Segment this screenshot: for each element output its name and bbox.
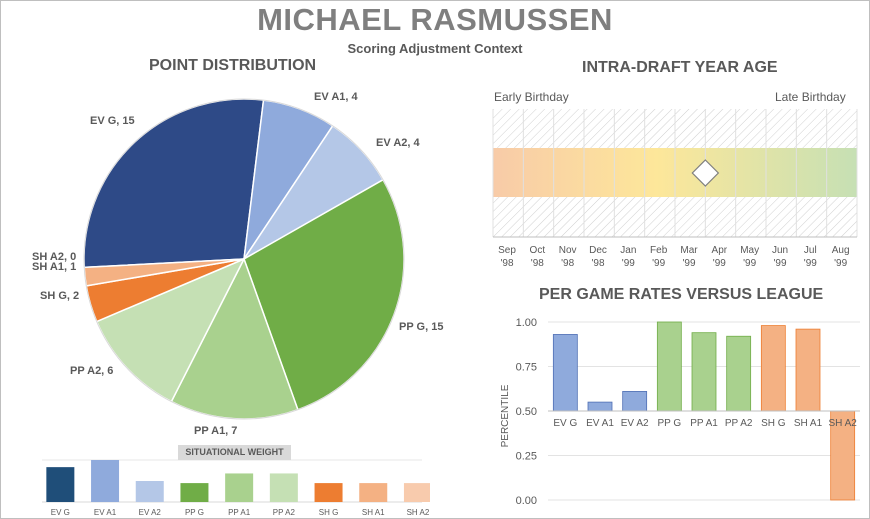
age-scale-year-label: '98 — [531, 258, 544, 269]
situational-weight-label: SITUATIONAL WEIGHT — [178, 445, 291, 460]
per-game-tick-sh-a2: SH A2 — [828, 418, 857, 429]
pie-outline — [83, 98, 405, 420]
age-scale-month-label: Jul — [804, 245, 817, 256]
situational-weight-bar-ev-g — [46, 467, 75, 502]
per-game-tick-sh-a1: SH A1 — [794, 418, 823, 429]
per-game-ytick: 1.00 — [516, 317, 537, 329]
situational-weight-bar-ev-a1 — [91, 460, 120, 502]
per-game-rates-chart: 0.00 0.25 0.50 0.75 1.00 PERCENTILE EV G EV A1 E… — [500, 317, 860, 507]
age-scale-year-label: '98 — [500, 258, 513, 269]
age-scale-year-label: '99 — [652, 258, 665, 269]
age-scale-month-label: May — [740, 245, 759, 256]
per-game-bar-sh-g — [760, 325, 786, 412]
pie-label-sh-a1: SH A1, 1 — [32, 261, 76, 273]
age-scale-year-label: '99 — [834, 258, 847, 269]
point-distribution-pie: EV G, 15 EV A1, 4 EV A2, 4 PP G, 15 PP A1, 7… — [32, 91, 443, 437]
pie-label-pp-g: PP G, 15 — [399, 321, 443, 333]
situational-weight-tick-ev-g: EV G — [51, 508, 70, 517]
situational-weight-tick-sh-a1: SH A1 — [362, 508, 385, 517]
per-game-bar-ev-a1 — [587, 401, 613, 412]
age-scale-month-label: Sep — [498, 245, 516, 256]
per-game-ytick: 0.00 — [516, 495, 537, 507]
per-game-tick-pp-a2: PP A2 — [725, 418, 753, 429]
per-game-bar-sh-a1 — [795, 328, 821, 412]
situational-weight-bar-sh-g — [314, 483, 343, 502]
per-game-title: PER GAME RATES VERSUS LEAGUE — [539, 286, 824, 303]
pie-label-sh-g: SH G, 2 — [40, 290, 79, 302]
birthday-marker-diamond — [691, 159, 720, 187]
pie-label-sh-a2: SH A2, 0 — [32, 251, 76, 263]
intra-draft-title: INTRA-DRAFT YEAR AGE — [582, 59, 778, 76]
pie-label-ev-a2: EV A2, 4 — [376, 137, 420, 149]
age-scale-year-label: '99 — [622, 258, 635, 269]
per-game-bar-pp-a1 — [691, 332, 717, 412]
per-game-tick-ev-a1: EV A1 — [586, 418, 614, 429]
per-game-tick-ev-g: EV G — [553, 418, 577, 429]
per-game-bar-pp-a2 — [726, 335, 752, 412]
age-scale-month-label: Jun — [772, 245, 788, 256]
age-scale-month-label: Mar — [680, 245, 698, 256]
situational-weight-tick-sh-a2: SH A2 — [407, 508, 430, 517]
age-scale-month-label: Apr — [712, 245, 728, 256]
age-scale-year-label: '99 — [682, 258, 695, 269]
per-game-tick-sh-g: SH G — [761, 418, 786, 429]
age-scale-month-label: Aug — [832, 245, 850, 256]
per-game-bar-pp-g — [656, 321, 682, 412]
page-subtitle: Scoring Adjustment Context — [347, 41, 523, 56]
point-distribution-title: POINT DISTRIBUTION — [149, 57, 317, 74]
situational-weight-bar-pp-a1 — [225, 473, 254, 502]
age-scale-year-label: '99 — [773, 258, 786, 269]
situational-weight-bar-pp-a2 — [269, 473, 298, 502]
situational-weight-tick-pp-a1: PP A1 — [228, 508, 251, 517]
situational-weight-bar-pp-g — [180, 483, 209, 502]
age-scale-month-label: Feb — [650, 245, 668, 256]
age-scale-year-label: '99 — [804, 258, 817, 269]
per-game-ytick: 0.50 — [516, 406, 537, 418]
pie-label-pp-a2: PP A2, 6 — [70, 365, 113, 377]
age-scale-month-label: Nov — [559, 245, 577, 256]
intra-draft-age-scale: Sep '98 Oct '98 Nov '98 Dec '98 Jan '99 Feb '99 Mar '… — [492, 109, 858, 269]
age-scale-year-label: '99 — [743, 258, 756, 269]
age-scale-month-label: Jan — [620, 245, 636, 256]
page-title: MICHAEL RASMUSSEN — [257, 2, 613, 37]
age-scale-month-label: Oct — [530, 245, 546, 256]
age-scale-year-label: '98 — [561, 258, 574, 269]
per-game-bar-sh-a2 — [830, 410, 856, 501]
per-game-bar-ev-a2 — [622, 391, 648, 412]
pie-label-pp-a1: PP A1, 7 — [194, 425, 237, 437]
age-scale-year-label: '98 — [591, 258, 604, 269]
early-birthday-label: Early Birthday — [494, 90, 569, 104]
situational-weight-tick-sh-g: SH G — [319, 508, 339, 517]
per-game-tick-ev-a2: EV A2 — [621, 418, 649, 429]
situational-weight-tick-pp-a2: PP A2 — [273, 508, 296, 517]
late-birthday-label: Late Birthday — [775, 90, 846, 104]
situational-weight-chart: EV G EV A1 EV A2 PP G PP A1 PP A2 SH G SH A1 SH … — [42, 459, 430, 517]
age-scale-year-label: '99 — [713, 258, 726, 269]
per-game-ytick: 0.75 — [516, 362, 537, 374]
situational-weight-bar-ev-a2 — [135, 481, 164, 502]
pie-label-ev-g: EV G, 15 — [90, 115, 135, 127]
per-game-tick-pp-g: PP G — [657, 418, 681, 429]
situational-weight-tick-pp-g: PP G — [185, 508, 204, 517]
per-game-tick-pp-a1: PP A1 — [690, 418, 718, 429]
situational-weight-tick-ev-a2: EV A2 — [139, 508, 162, 517]
situational-weight-tick-ev-a1: EV A1 — [94, 508, 117, 517]
per-game-ylabel: PERCENTILE — [500, 384, 511, 447]
pie-label-ev-a1: EV A1, 4 — [314, 91, 358, 103]
situational-weight-bar-sh-a2 — [403, 483, 430, 502]
situational-weight-bar-sh-a1 — [359, 483, 388, 502]
per-game-bar-ev-g — [552, 334, 578, 412]
per-game-ytick: 0.25 — [516, 451, 537, 463]
age-scale-month-label: Dec — [589, 245, 607, 256]
